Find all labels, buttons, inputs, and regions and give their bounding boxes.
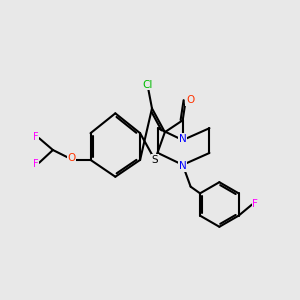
Text: F: F (252, 200, 258, 209)
Text: N: N (179, 161, 187, 171)
Text: Cl: Cl (143, 80, 153, 90)
Text: N: N (179, 134, 187, 144)
Text: F: F (33, 159, 39, 170)
Text: O: O (67, 153, 75, 164)
Text: S: S (152, 155, 158, 165)
Text: O: O (186, 95, 194, 106)
Text: F: F (33, 132, 39, 142)
